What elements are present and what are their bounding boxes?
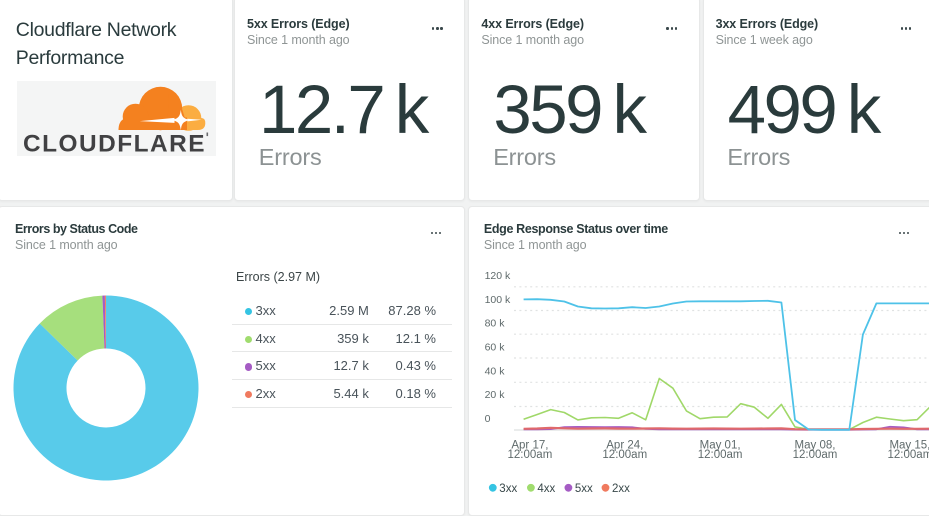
- svg-text:12:00am: 12:00am: [508, 449, 553, 461]
- svg-text:CLOUDFLARE: CLOUDFLARE: [23, 130, 206, 156]
- svg-text:3xx: 3xx: [500, 483, 518, 495]
- svg-text:0: 0: [485, 413, 491, 425]
- svg-text:40 k: 40 k: [485, 365, 506, 377]
- svg-text:12:00am: 12:00am: [698, 449, 743, 461]
- svg-text:12:00am: 12:00am: [888, 449, 929, 461]
- svg-text:120 k: 120 k: [485, 270, 511, 282]
- svg-text:Apr 17,: Apr 17,: [512, 439, 549, 451]
- svg-text:60 k: 60 k: [485, 342, 506, 354]
- svg-text:2xx: 2xx: [612, 483, 630, 495]
- svg-text:5xx: 5xx: [575, 483, 593, 495]
- svg-text:100 k: 100 k: [485, 294, 511, 306]
- svg-text:12:00am: 12:00am: [793, 449, 838, 461]
- svg-text:May 08,: May 08,: [795, 439, 836, 451]
- svg-text:4xx: 4xx: [538, 483, 556, 495]
- svg-text:20 k: 20 k: [485, 389, 506, 401]
- svg-text:May 15,: May 15,: [890, 439, 929, 451]
- svg-text:Apr 24,: Apr 24,: [607, 439, 644, 451]
- svg-text:May 01,: May 01,: [700, 439, 741, 451]
- svg-text:80 k: 80 k: [485, 318, 506, 330]
- svg-text:12:00am: 12:00am: [603, 449, 648, 461]
